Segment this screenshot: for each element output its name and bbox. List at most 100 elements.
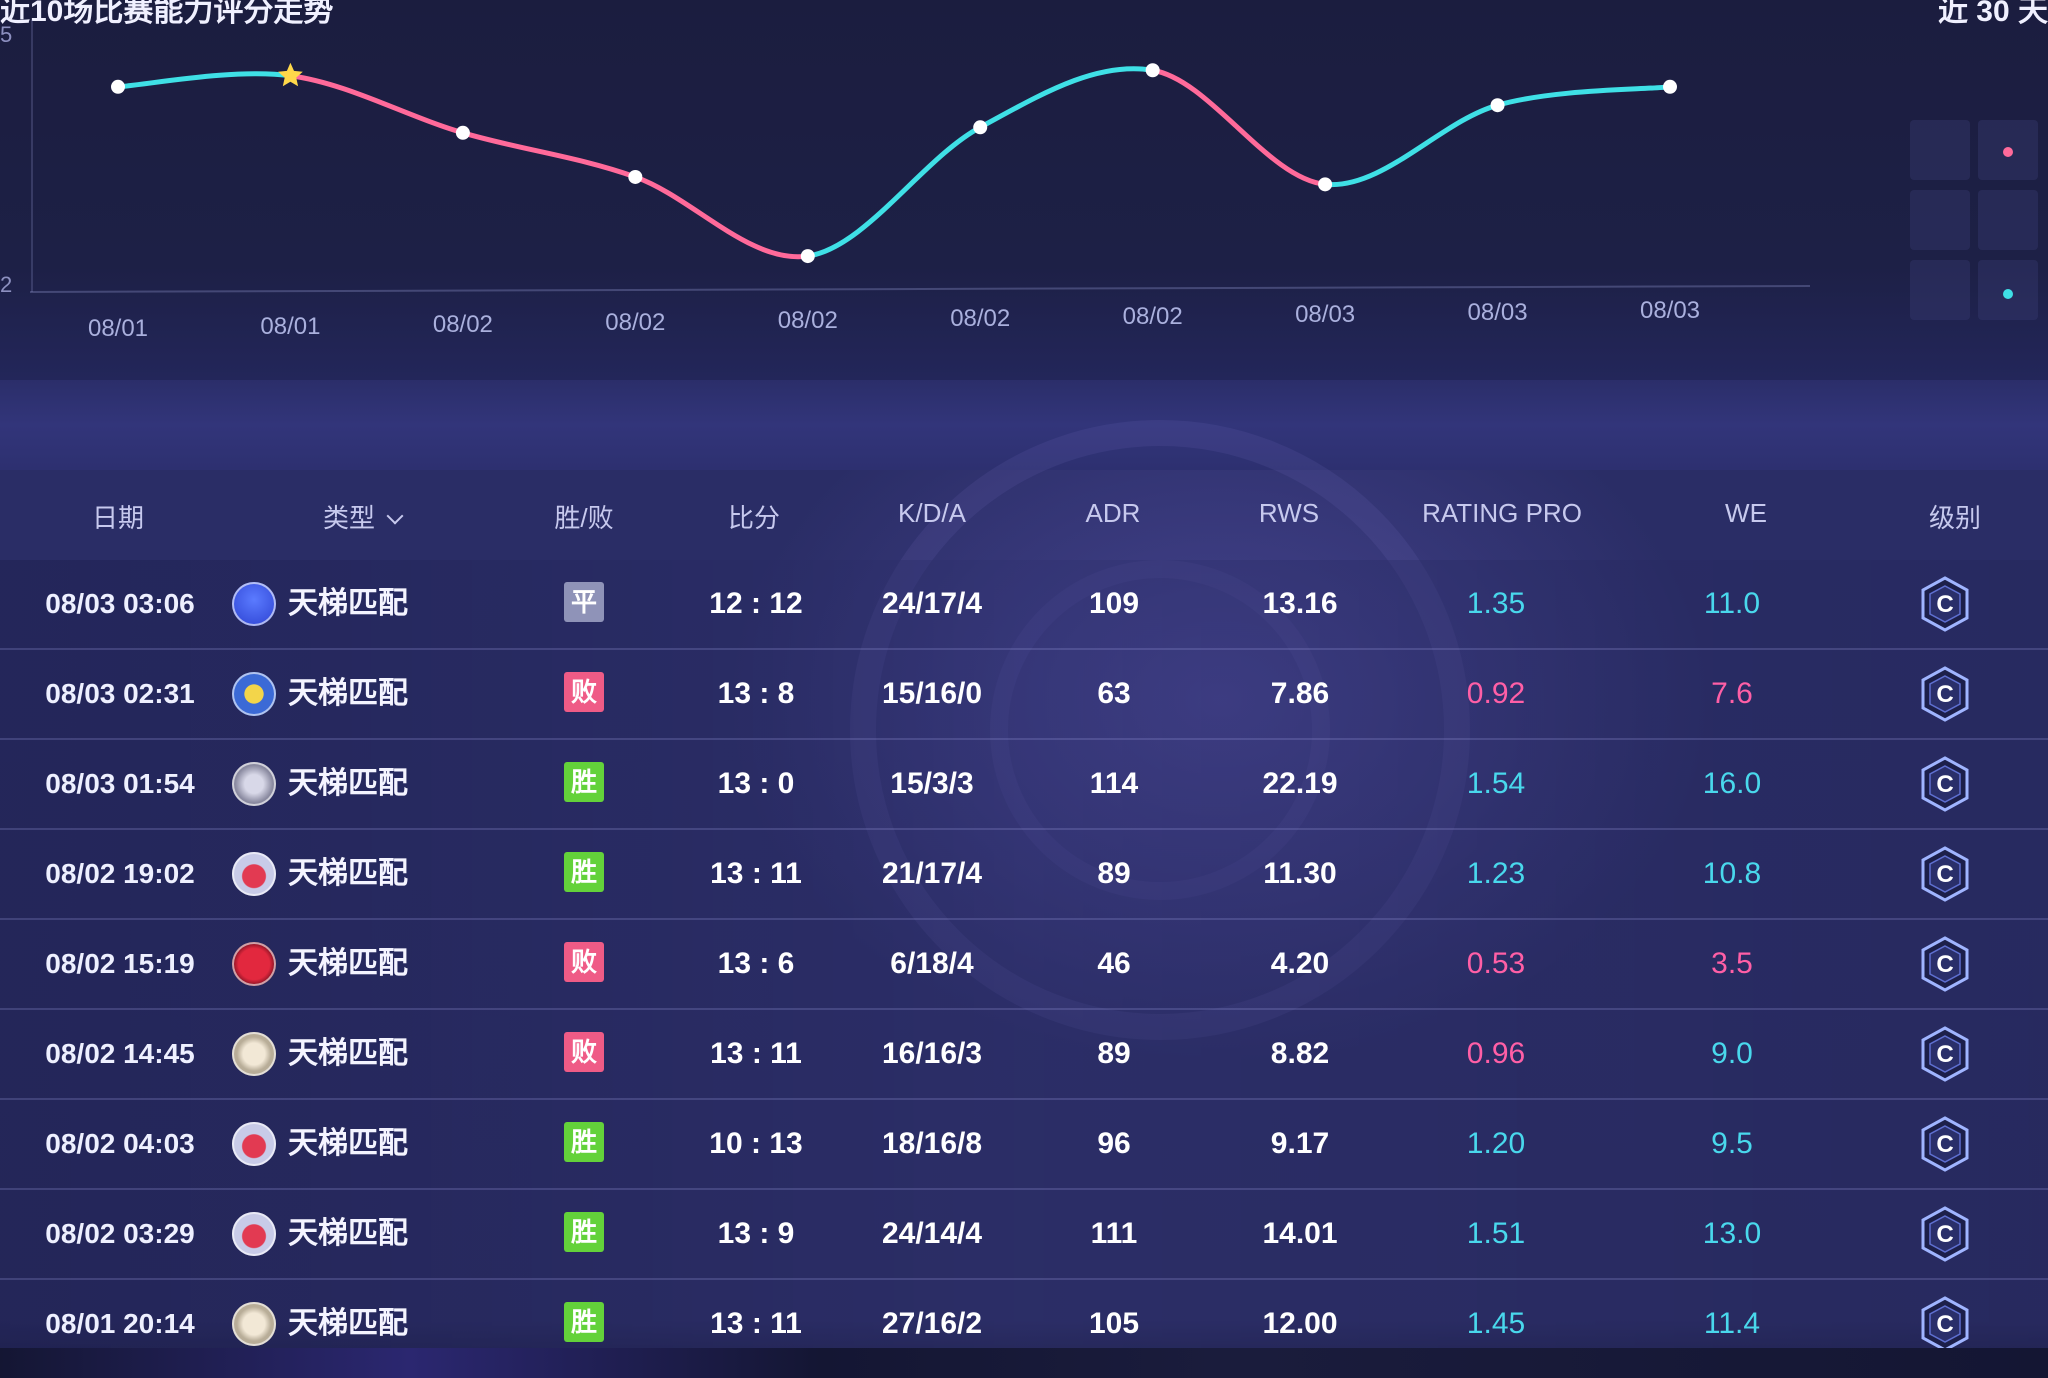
- match-row[interactable]: 08/02 04:03 天梯匹配 胜 10 : 13 18/16/8 96 9.17 1.20…: [0, 1100, 2048, 1190]
- match-type-label: 天梯匹配: [288, 1127, 408, 1160]
- match-we: 7.6: [1711, 677, 1753, 710]
- rank-badge: C: [1920, 846, 1970, 902]
- match-rws: 12.00: [1262, 1307, 1338, 1340]
- rating-trend-panel: 近10场比赛能力评分走势 近 30 天 5 2 08/01 08/01 08/02 0…: [0, 0, 2048, 380]
- col-header-rank: 级别: [1928, 503, 1982, 533]
- rank-badge: C: [1920, 936, 1970, 992]
- gear-map-icon: [232, 762, 276, 806]
- chart-title: 近10场比赛能力评分走势: [0, 0, 334, 28]
- match-type-label: 天梯匹配: [288, 767, 408, 800]
- match-type: 天梯匹配: [232, 1280, 408, 1368]
- match-type: 天梯匹配: [232, 1100, 408, 1188]
- match-score: 13 : 9: [717, 1217, 795, 1250]
- match-date: 08/03 01:54: [45, 768, 195, 799]
- match-rating: 1.54: [1466, 767, 1526, 800]
- col-header-type[interactable]: 类型: [323, 498, 404, 535]
- match-we: 11.0: [1703, 587, 1761, 620]
- match-type: 天梯匹配: [232, 740, 408, 828]
- match-type: 天梯匹配: [232, 920, 408, 1008]
- match-row[interactable]: 08/02 15:19 天梯匹配 败 13 : 6 6/18/4 46 4.20 0.53 3.…: [0, 920, 2048, 1010]
- match-row[interactable]: 08/03 02:31 天梯匹配 败 13 : 8 15/16/0 63 7.86 0.92 7…: [0, 650, 2048, 740]
- match-adr: 89: [1097, 857, 1131, 890]
- trend-line-segment: [460, 130, 638, 180]
- side-tile: [1910, 120, 1970, 180]
- data-point[interactable]: [800, 249, 815, 264]
- match-kda: 21/17/4: [881, 857, 983, 890]
- match-row[interactable]: 08/02 03:29 天梯匹配 胜 13 : 9 24/14/4 111 14.01 1.5…: [0, 1190, 2048, 1280]
- match-we: 9.0: [1711, 1037, 1753, 1070]
- time-range-selector[interactable]: 近 30 天: [1937, 0, 2048, 28]
- trend-line-segment: [977, 66, 1156, 130]
- match-score: 10 : 13: [709, 1127, 803, 1160]
- result-badge: 胜: [564, 1122, 604, 1162]
- match-type-label: 天梯匹配: [288, 587, 408, 620]
- match-score: 13 : 11: [710, 857, 802, 890]
- rank-letter: C: [1936, 591, 1953, 618]
- match-kda: 24/17/4: [881, 587, 983, 620]
- match-row[interactable]: 08/03 01:54 天梯匹配 胜 13 : 0 15/3/3 114 22.19 1.54…: [0, 740, 2048, 830]
- match-type-label: 天梯匹配: [288, 677, 408, 710]
- x-tick-label: 08/03: [1295, 301, 1355, 328]
- best-match-star-icon[interactable]: [278, 62, 303, 87]
- trend-line-segment: [1495, 84, 1673, 108]
- match-adr: 46: [1097, 947, 1131, 980]
- match-type: 天梯匹配: [232, 830, 408, 918]
- data-point[interactable]: [111, 79, 125, 94]
- match-type-label: 天梯匹配: [288, 857, 408, 890]
- rank-letter: C: [1936, 861, 1953, 888]
- match-date: 08/02 19:02: [45, 858, 195, 889]
- side-tile: [1910, 260, 1970, 320]
- match-we: 16.0: [1702, 767, 1762, 800]
- y-tick-bottom: 2: [0, 272, 12, 297]
- match-adr: 111: [1090, 1217, 1138, 1250]
- data-point[interactable]: [973, 120, 988, 135]
- rank-badge: C: [1920, 756, 1970, 812]
- rank-letter: C: [1936, 771, 1953, 798]
- match-kda: 16/16/3: [881, 1037, 983, 1070]
- x-tick-label: 08/02: [778, 307, 838, 334]
- match-we: 3.5: [1711, 947, 1753, 980]
- match-we: 13.0: [1702, 1217, 1762, 1250]
- match-type: 天梯匹配: [232, 1190, 408, 1278]
- blue-globe-map-icon: [232, 582, 276, 626]
- col-header-score: 比分: [727, 503, 781, 533]
- match-row[interactable]: 08/02 19:02 天梯匹配 胜 13 : 11 21/17/4 89 11.30 1.2…: [0, 830, 2048, 920]
- data-point[interactable]: [1490, 98, 1505, 113]
- match-rws: 9.17: [1270, 1127, 1330, 1160]
- match-type-label: 天梯匹配: [288, 1217, 408, 1250]
- legend-dot-up: [2003, 289, 2013, 299]
- data-point[interactable]: [1318, 177, 1333, 192]
- data-point[interactable]: [1663, 79, 1677, 94]
- match-adr: 109: [1088, 587, 1140, 620]
- result-badge: 败: [564, 1032, 604, 1072]
- rank-letter: C: [1936, 1311, 1953, 1338]
- match-kda: 24/14/4: [881, 1217, 983, 1250]
- rank-letter: C: [1936, 1041, 1953, 1068]
- col-header-date: 日期: [91, 503, 145, 533]
- match-rating: 0.92: [1466, 677, 1526, 710]
- match-kda: 27/16/2: [881, 1307, 983, 1340]
- match-score: 13 : 6: [717, 947, 795, 980]
- match-type: 天梯匹配: [232, 650, 408, 738]
- match-date: 08/03 02:31: [45, 678, 195, 709]
- match-rws: 7.86: [1270, 677, 1330, 710]
- chevron-down-icon: [386, 507, 404, 525]
- match-score: 13 : 11: [710, 1307, 802, 1340]
- rating-trend-chart: 5 2 08/01 08/01 08/02 08/02 08/02 08/02 08/02 0…: [0, 20, 1811, 342]
- match-row[interactable]: 08/02 14:45 天梯匹配 败 13 : 11 16/16/3 89 8.82 0.96…: [0, 1010, 2048, 1100]
- result-badge: 败: [564, 672, 604, 712]
- bottom-bar: [0, 1348, 2048, 1378]
- x-tick-label: 08/02: [1123, 303, 1183, 330]
- match-we: 10.8: [1702, 857, 1762, 890]
- data-point[interactable]: [1145, 63, 1160, 78]
- match-adr: 114: [1089, 767, 1139, 800]
- match-row[interactable]: 08/03 03:06 天梯匹配 平 12 : 12 24/17/4 109 13.16 1.…: [0, 560, 2048, 650]
- match-rating: 0.53: [1466, 947, 1526, 980]
- match-rating: 1.35: [1466, 587, 1526, 620]
- col-header-rws: RWS: [1258, 498, 1320, 528]
- table-header: 日期 类型 胜/败 比分 K/D/A ADR RWS RATING PRO WE…: [0, 480, 2048, 550]
- data-point[interactable]: [455, 125, 470, 140]
- match-adr: 89: [1097, 1037, 1131, 1070]
- trend-line-segment: [1150, 67, 1328, 187]
- data-point[interactable]: [628, 169, 643, 184]
